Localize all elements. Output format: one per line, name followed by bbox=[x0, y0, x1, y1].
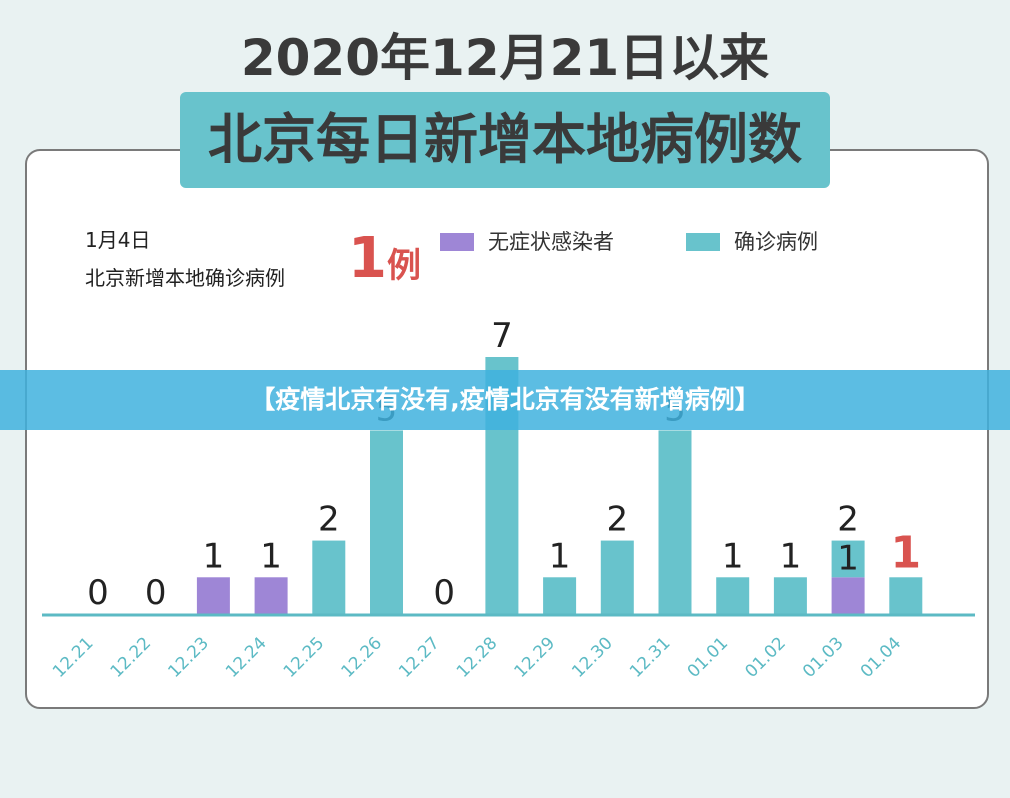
legend-swatch-confirmed bbox=[686, 233, 720, 251]
bar-confirmed-12.25 bbox=[312, 540, 346, 614]
data-label-12.23: 1 bbox=[203, 536, 225, 576]
bar-asymptomatic-12.23 bbox=[196, 577, 230, 614]
data-label-01.02: 1 bbox=[780, 536, 802, 576]
legend-swatch-asymptomatic bbox=[440, 233, 474, 251]
legend-label-asymptomatic: 无症状感染者 bbox=[488, 230, 614, 254]
data-label-12.25: 2 bbox=[318, 500, 340, 540]
data-label-12.29: 1 bbox=[549, 536, 571, 576]
bar-confirmed-12.30 bbox=[600, 540, 634, 614]
info-number-value: 1 bbox=[348, 226, 387, 291]
bar-confirmed-12.31 bbox=[658, 430, 692, 614]
legend-label-confirmed: 确诊病例 bbox=[734, 230, 818, 254]
bar-confirmed-01.01 bbox=[716, 577, 750, 614]
bar-confirmed-12.29 bbox=[543, 577, 577, 614]
info-unit: 例 bbox=[386, 246, 421, 286]
data-label-12.21: 0 bbox=[87, 573, 109, 613]
legend-item-asymptomatic: 无症状感染者 bbox=[440, 230, 614, 254]
info-number: 1例 bbox=[348, 226, 421, 299]
banner-overlay: 【疫情北京有没有,疫情北京有没有新增病例】 bbox=[0, 370, 1010, 430]
chart-title-line1: 2020年12月21日以来 bbox=[240, 29, 770, 87]
bar-confirmed-01.02 bbox=[773, 577, 807, 614]
legend-item-confirmed: 确诊病例 bbox=[686, 230, 818, 254]
data-label-01.01: 1 bbox=[722, 536, 744, 576]
data-label-12.30: 2 bbox=[606, 500, 628, 540]
data-label-12.28: 7 bbox=[491, 316, 513, 356]
info-date: 1月4日 bbox=[85, 228, 151, 252]
bar-confirmed-01.04 bbox=[889, 577, 923, 614]
bar-confirmed-01.03 bbox=[831, 540, 865, 578]
data-label-12.27: 0 bbox=[433, 573, 455, 613]
bar-asymptomatic-01.03 bbox=[831, 577, 865, 614]
bar-asymptomatic-12.24 bbox=[254, 577, 288, 614]
chart-title-line2: 北京每日新增本地病例数 bbox=[208, 108, 802, 171]
data-label-01.03: 1 bbox=[837, 538, 859, 578]
data-label-12.24: 1 bbox=[260, 536, 282, 576]
data-label-01.04: 1 bbox=[890, 527, 921, 578]
data-label-total-01.03: 2 bbox=[837, 500, 859, 540]
bar-confirmed-12.26 bbox=[370, 430, 403, 614]
chart-title-box bbox=[180, 92, 830, 188]
info-text: 北京新增本地确诊病例 bbox=[85, 266, 285, 290]
data-label-12.22: 0 bbox=[145, 573, 167, 613]
